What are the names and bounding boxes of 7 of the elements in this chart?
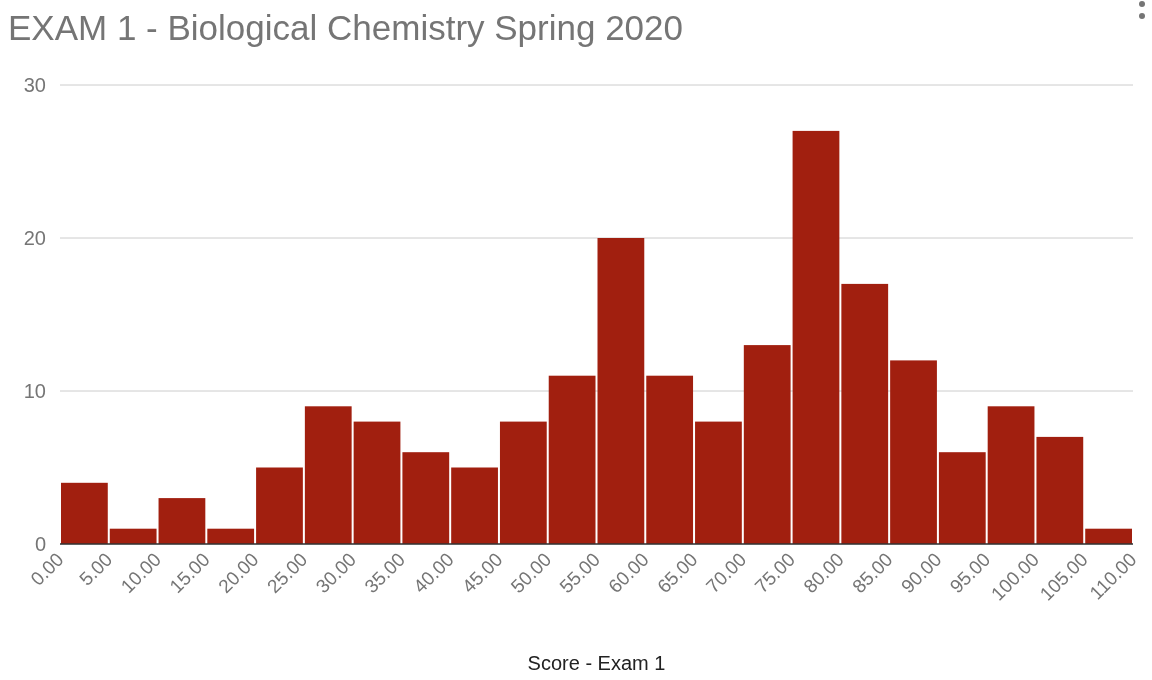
y-tick-label: 20 (23, 227, 46, 249)
y-tick-label: 30 (23, 74, 46, 96)
y-tick-label: 10 (23, 380, 46, 402)
chart-title: EXAM 1 - Biological Chemistry Spring 2020 (8, 8, 684, 47)
x-axis-title: Score - Exam 1 (527, 652, 666, 674)
x-tick-label: 5.00 (75, 548, 117, 590)
y-tick-label: 0 (34, 533, 46, 555)
